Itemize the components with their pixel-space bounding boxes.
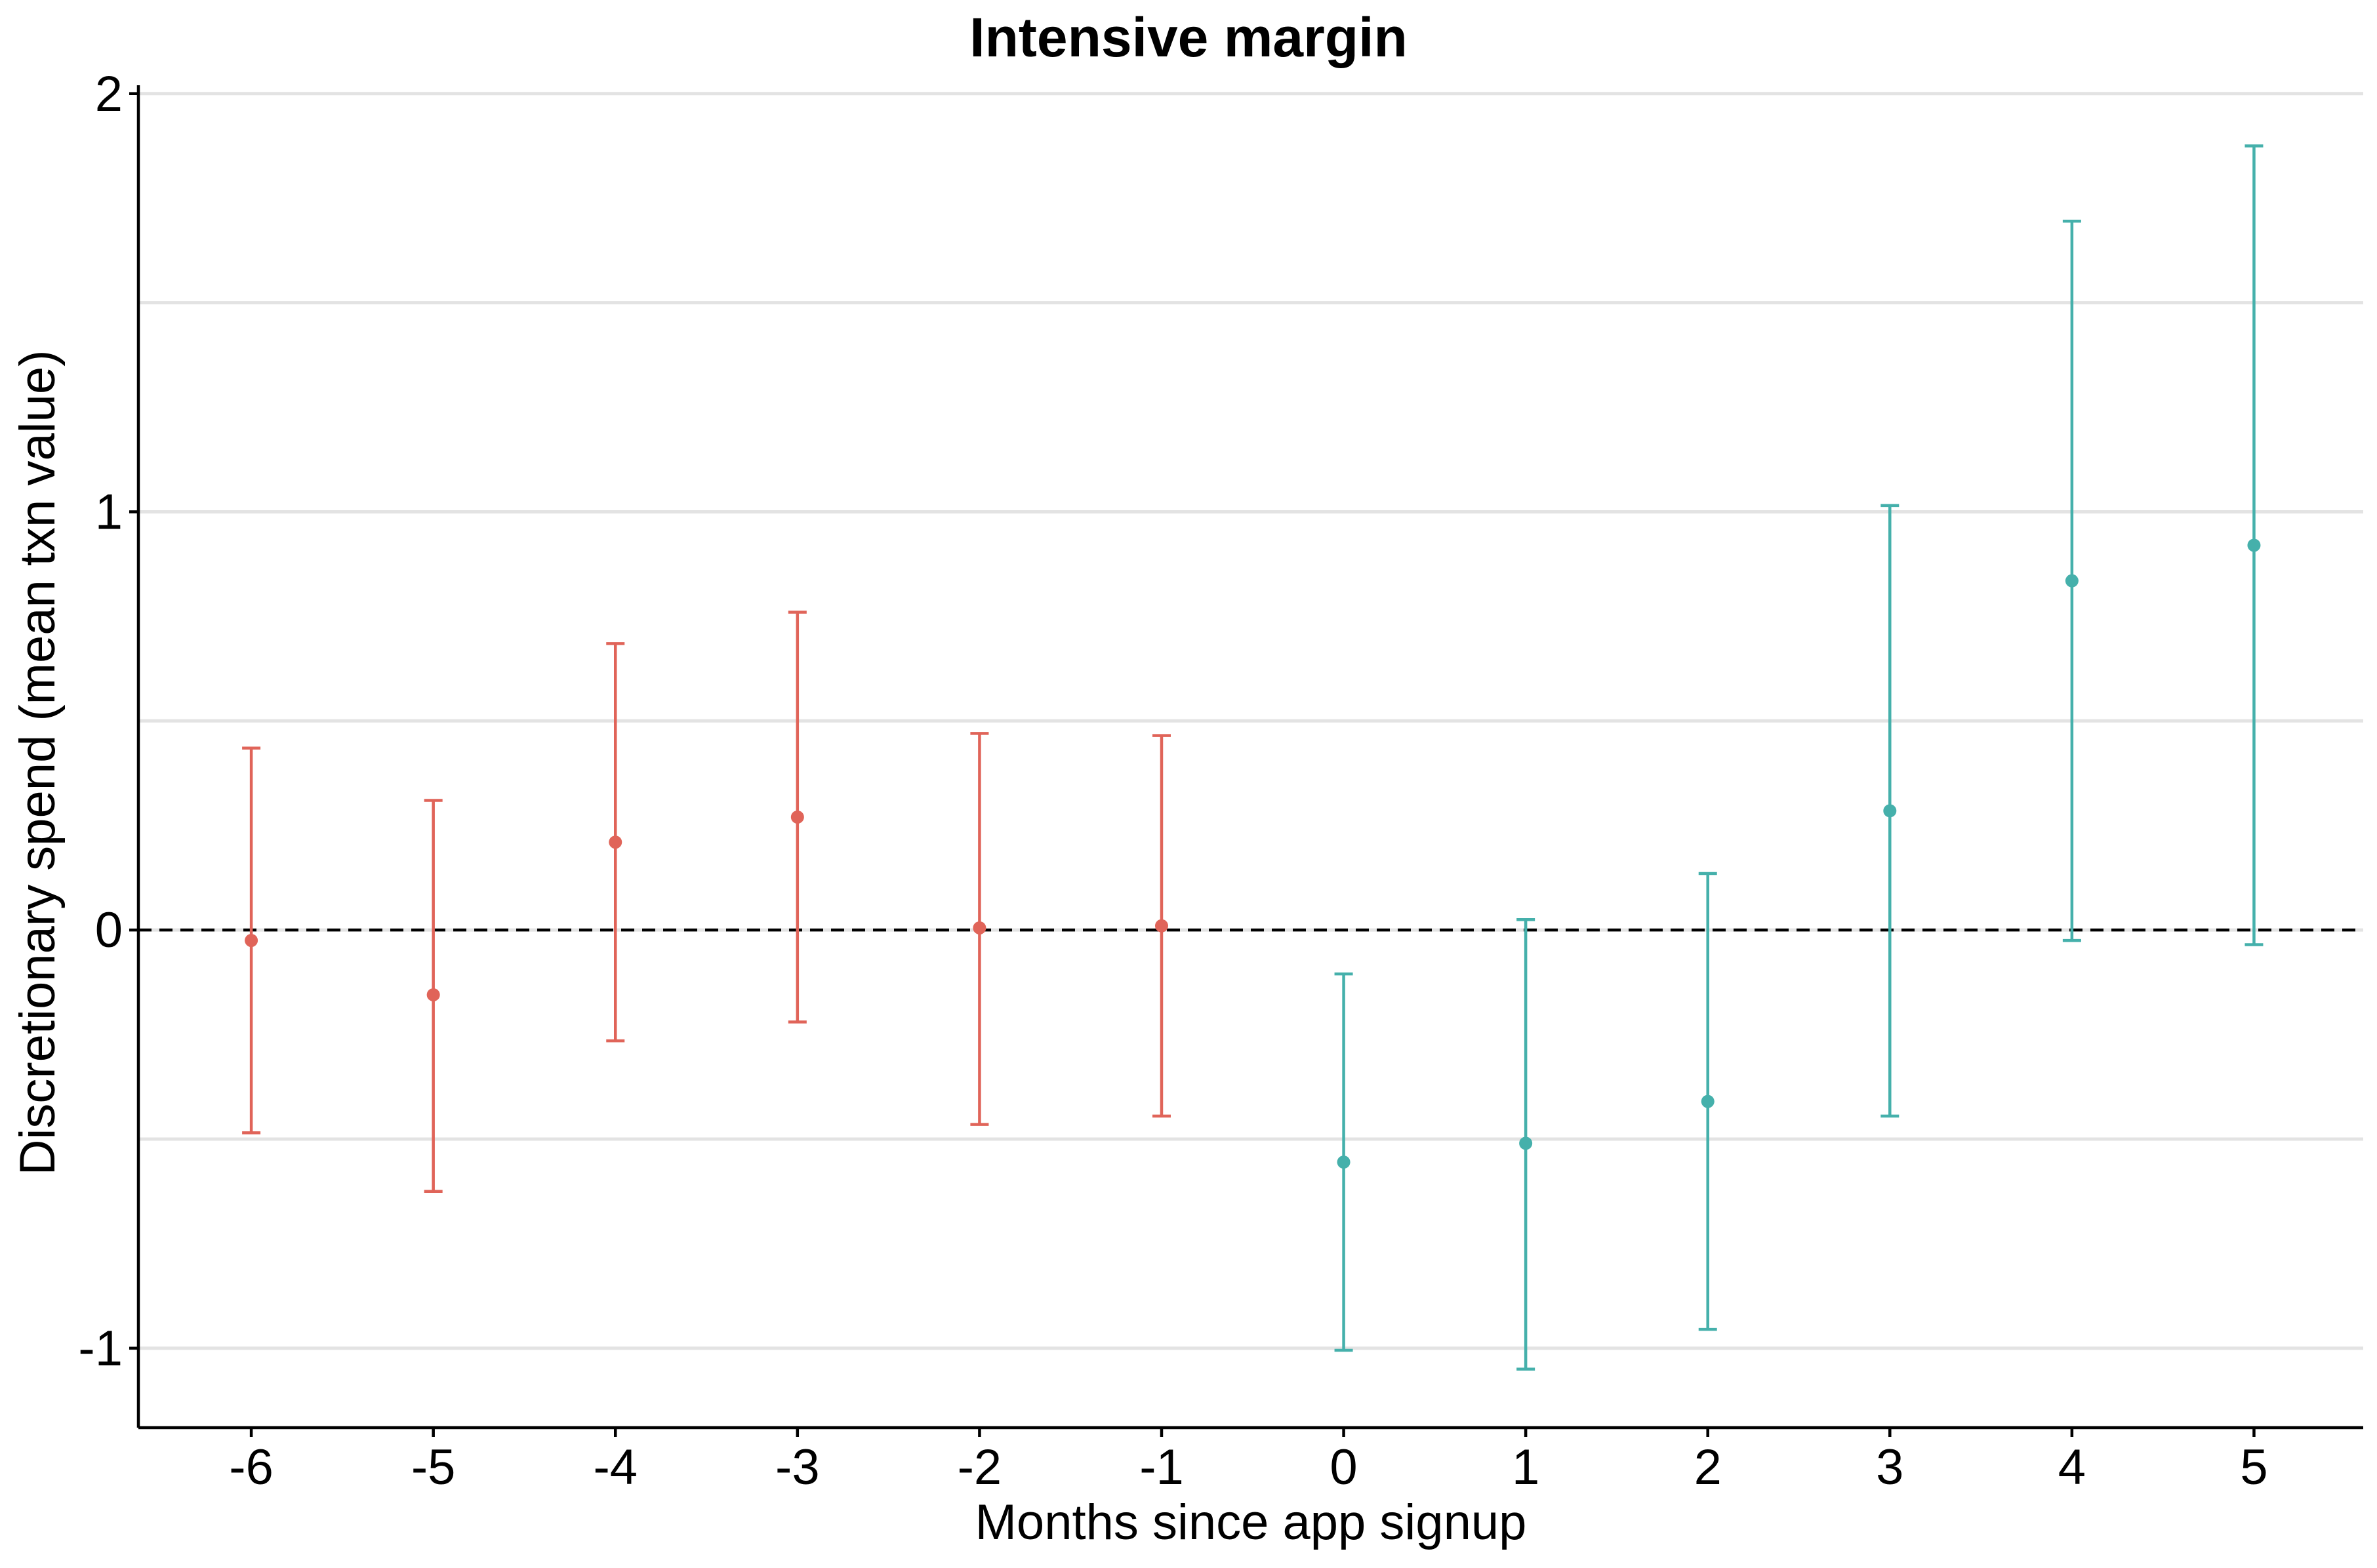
point-estimate [1154, 919, 1168, 933]
y-axis-title: Discretionary spend (mean txn value) [10, 350, 66, 1176]
point-estimate [1883, 804, 1897, 818]
y-tick-label: -1 [78, 1321, 123, 1377]
errorbar-point-pre-x-2 [970, 732, 989, 1126]
errorbar-point-pre-x-6 [242, 746, 261, 1135]
x-tick-label: 0 [1330, 1439, 1357, 1495]
x-tick-label: -6 [229, 1439, 274, 1495]
errorbar-point-post-x1 [1516, 917, 1535, 1371]
x-tick-label: 2 [1694, 1439, 1722, 1495]
x-tick-label: 4 [2058, 1439, 2086, 1495]
point-estimate [245, 934, 258, 948]
data-marks [242, 144, 2264, 1371]
point-estimate [2065, 574, 2079, 588]
y-tick-label: 0 [95, 902, 123, 958]
point-estimate [1519, 1136, 1533, 1150]
x-tick-label: -2 [958, 1439, 1002, 1495]
x-tick-label: 3 [1876, 1439, 1903, 1495]
point-estimate [2247, 538, 2261, 552]
errorbar-point-post-x4 [2062, 220, 2081, 942]
errorbar-point-pre-x-4 [606, 642, 625, 1043]
chart-title: Intensive margin [969, 7, 1408, 68]
x-axis-title: Months since app signup [975, 1495, 1527, 1550]
y-tick-label: 1 [95, 484, 123, 540]
x-tick-label: 5 [2240, 1439, 2267, 1495]
x-tick-label: 1 [1512, 1439, 1539, 1495]
errorbar-point-post-x2 [1698, 872, 1717, 1331]
y-tick-label: 2 [95, 66, 123, 122]
x-tick-label: -1 [1139, 1439, 1184, 1495]
point-estimate [973, 921, 986, 935]
errorbar-point-post-x5 [2245, 144, 2264, 946]
axis-ticks: -1 0 1 2 -6 -5 -4 -3 -2 -1 0 1 2 3 4 5 [78, 66, 2267, 1495]
errorbar-point-pre-x-5 [424, 799, 443, 1193]
errorbar-point-post-x3 [1880, 504, 1900, 1118]
point-estimate [1701, 1095, 1715, 1108]
point-estimate [1337, 1156, 1351, 1169]
grid-layer [138, 92, 2363, 1350]
point-estimate [609, 835, 622, 849]
errorbar-point-pre-x-1 [1152, 734, 1171, 1118]
x-tick-label: -3 [775, 1439, 820, 1495]
errorbar-point-pre-x-3 [788, 611, 807, 1024]
x-tick-label: -4 [593, 1439, 638, 1495]
x-tick-label: -5 [411, 1439, 456, 1495]
point-estimate [790, 810, 804, 824]
errorbar-point-post-x0 [1334, 972, 1353, 1352]
point-estimate [426, 988, 440, 1001]
